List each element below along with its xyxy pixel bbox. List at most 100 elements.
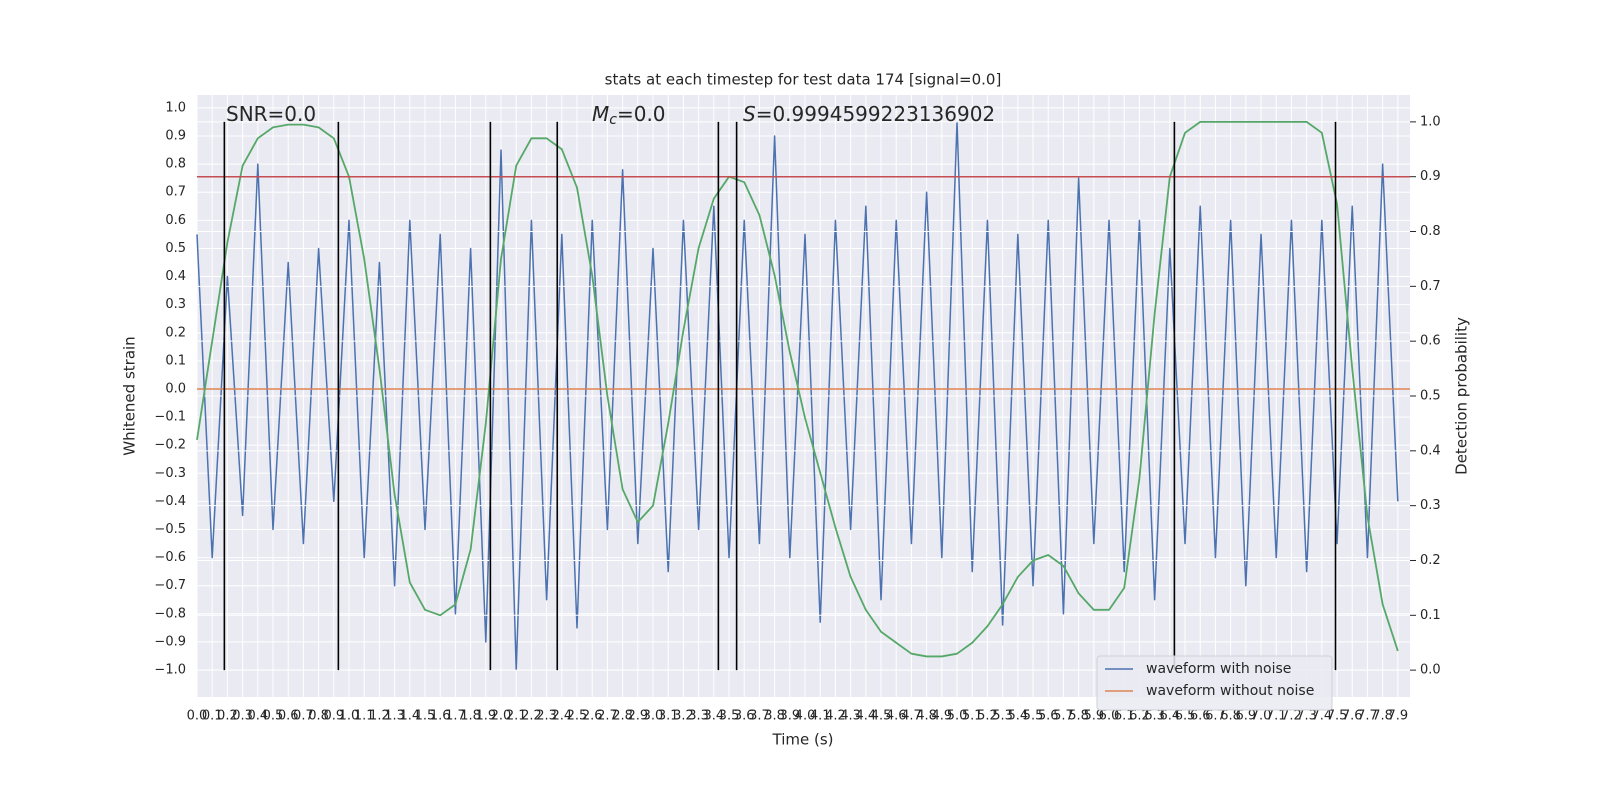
x-tick-label: 5.7 (1053, 709, 1074, 724)
annotation: S=0.9994599223136902 (743, 102, 995, 126)
x-tick-label: 5.8 (1068, 709, 1089, 724)
x-tick-label: 0.6 (278, 709, 299, 724)
x-tick-label: 3.8 (764, 709, 785, 724)
x-tick-label: 6.9 (1235, 709, 1256, 724)
y2-tick-label: 1.0 (1420, 114, 1441, 129)
x-tick-label: 6.5 (1175, 709, 1196, 724)
x-tick-label: 0.0 (187, 709, 208, 724)
x-tick-label: 5.9 (1083, 709, 1104, 724)
chart-title: stats at each timestep for test data 174… (605, 71, 1002, 89)
y-tick-label: 0.1 (165, 353, 186, 368)
y-tick-label: 0.9 (165, 129, 186, 144)
y-tick-label: 0.4 (165, 269, 186, 284)
x-tick-label: 4.2 (825, 709, 846, 724)
x-tick-label: 3.9 (779, 709, 800, 724)
x-tick-label: 4.1 (810, 709, 831, 724)
y2-tick-label: 0.1 (1420, 608, 1441, 623)
y-tick-label: 0.8 (165, 157, 186, 172)
annotation-text: SNR=0.0 (226, 102, 316, 126)
legend-box (1096, 655, 1333, 711)
y-tick-label: −0.9 (154, 634, 186, 649)
x-tick-label: 1.7 (445, 709, 466, 724)
y2-tick-label: 0.6 (1420, 334, 1441, 349)
x-tick-label: 7.4 (1311, 709, 1332, 724)
annotation-symbol: S (743, 102, 756, 126)
x-tick-label: 7.7 (1357, 709, 1378, 724)
y-tick-label: 0.6 (165, 213, 186, 228)
x-tick-label: 6.8 (1220, 709, 1241, 724)
y2-tick-label: 0.3 (1420, 498, 1441, 513)
y-tick-label: 0.7 (165, 185, 186, 200)
x-tick-label: 7.2 (1281, 709, 1302, 724)
x-tick-label: 6.1 (1114, 709, 1135, 724)
x-axis-label: Time (s) (772, 731, 834, 749)
x-tick-label: 4.5 (871, 709, 892, 724)
x-tick-label: 1.4 (399, 709, 420, 724)
x-tick-label: 0.2 (217, 709, 238, 724)
x-tick-label: 0.4 (247, 709, 268, 724)
x-tick-label: 3.7 (749, 709, 770, 724)
x-tick-label: 4.8 (916, 709, 937, 724)
y-tick-label: 0.3 (165, 297, 186, 312)
x-tick-label: 2.1 (506, 709, 527, 724)
y-tick-label: −0.3 (154, 466, 186, 481)
series-line (196, 120, 1399, 658)
x-tick-label: 4.9 (931, 709, 952, 724)
y2-tick-label: 0.2 (1420, 553, 1441, 568)
legend-label: waveform with noise (1146, 661, 1291, 677)
x-tick-label: 3.0 (643, 709, 664, 724)
x-tick-label: 1.6 (430, 709, 451, 724)
y-tick-label: −0.2 (154, 438, 186, 453)
x-tick-label: 7.3 (1296, 709, 1317, 724)
y2-tick-label: 0.0 (1420, 663, 1441, 678)
x-tick-label: 0.8 (308, 709, 329, 724)
y-tick-label: −0.8 (154, 606, 186, 621)
annotation-subscript: c (609, 112, 617, 128)
x-tick-label: 6.4 (1159, 709, 1180, 724)
y-tick-label: 0.0 (165, 381, 186, 396)
x-tick-label: 5.6 (1038, 709, 1059, 724)
x-tick-label: 6.2 (1129, 709, 1150, 724)
annotation: Mc=0.0 (592, 102, 666, 129)
annotation-symbol: M (592, 102, 609, 126)
x-tick-label: 7.0 (1251, 709, 1272, 724)
y-tick-label: −0.7 (154, 578, 186, 593)
x-tick-label: 4.6 (886, 709, 907, 724)
x-tick-label: 2.3 (536, 709, 557, 724)
y-tick-label: 0.2 (165, 325, 186, 340)
y-tick-label: −0.6 (154, 550, 186, 565)
y2-tick-label: 0.9 (1420, 169, 1441, 184)
y2-tick-label: 0.7 (1420, 279, 1441, 294)
x-tick-label: 1.1 (354, 709, 375, 724)
x-tick-label: 2.0 (491, 709, 512, 724)
x-tick-label: 3.2 (673, 709, 694, 724)
x-tick-label: 0.1 (202, 709, 223, 724)
x-tick-label: 3.3 (688, 709, 709, 724)
x-tick-label: 1.9 (475, 709, 496, 724)
x-tick-label: 2.4 (551, 709, 572, 724)
y2-tick-label: 0.8 (1420, 224, 1441, 239)
x-tick-label: 4.4 (855, 709, 876, 724)
x-tick-label: 7.6 (1342, 709, 1363, 724)
x-tick-label: 1.5 (415, 709, 436, 724)
x-tick-label: 4.7 (901, 709, 922, 724)
x-tick-label: 0.5 (263, 709, 284, 724)
x-tick-label: 2.6 (582, 709, 603, 724)
annotation-text: =0.0 (617, 102, 666, 126)
x-tick-label: 2.8 (612, 709, 633, 724)
y-tick-label: −1.0 (154, 663, 186, 678)
x-tick-label: 1.0 (339, 709, 360, 724)
x-tick-label: 5.0 (947, 709, 968, 724)
x-tick-label: 1.8 (460, 709, 481, 724)
x-tick-label: 2.5 (567, 709, 588, 724)
x-tick-label: 7.9 (1387, 709, 1408, 724)
x-tick-label: 4.0 (795, 709, 816, 724)
y-tick-label: 1.0 (165, 100, 186, 115)
x-tick-label: 6.0 (1099, 709, 1120, 724)
y-tick-label: 0.5 (165, 241, 186, 256)
x-tick-label: 7.1 (1266, 709, 1287, 724)
x-tick-label: 6.7 (1205, 709, 1226, 724)
x-tick-label: 7.5 (1327, 709, 1348, 724)
y-tick-label: −0.1 (154, 410, 186, 425)
